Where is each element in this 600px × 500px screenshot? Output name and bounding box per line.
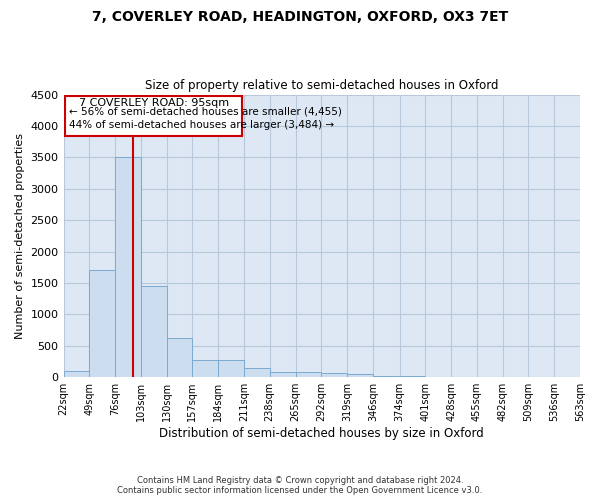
Text: 7, COVERLEY ROAD, HEADINGTON, OXFORD, OX3 7ET: 7, COVERLEY ROAD, HEADINGTON, OXFORD, OX… [92, 10, 508, 24]
Bar [141, 286, 167, 377]
Bar [270, 372, 296, 377]
Bar [347, 374, 373, 377]
Text: Contains HM Land Registry data © Crown copyright and database right 2024.
Contai: Contains HM Land Registry data © Crown c… [118, 476, 482, 495]
Bar [65, 96, 242, 136]
Bar [64, 371, 89, 377]
Bar [218, 360, 244, 377]
Bar [373, 376, 398, 377]
Bar [244, 368, 270, 377]
Text: 7 COVERLEY ROAD: 95sqm: 7 COVERLEY ROAD: 95sqm [79, 98, 229, 108]
Text: ← 56% of semi-detached houses are smaller (4,455): ← 56% of semi-detached houses are smalle… [69, 106, 342, 116]
Bar [193, 360, 218, 377]
Bar [115, 158, 141, 377]
Text: 44% of semi-detached houses are larger (3,484) →: 44% of semi-detached houses are larger (… [69, 120, 334, 130]
Y-axis label: Number of semi-detached properties: Number of semi-detached properties [15, 133, 25, 339]
X-axis label: Distribution of semi-detached houses by size in Oxford: Distribution of semi-detached houses by … [160, 427, 484, 440]
Bar [296, 372, 321, 377]
Bar [89, 270, 115, 377]
Bar [321, 374, 347, 377]
Bar [425, 376, 451, 377]
Bar [167, 338, 193, 377]
Title: Size of property relative to semi-detached houses in Oxford: Size of property relative to semi-detach… [145, 79, 499, 92]
Bar [400, 376, 425, 377]
Bar [451, 376, 477, 377]
